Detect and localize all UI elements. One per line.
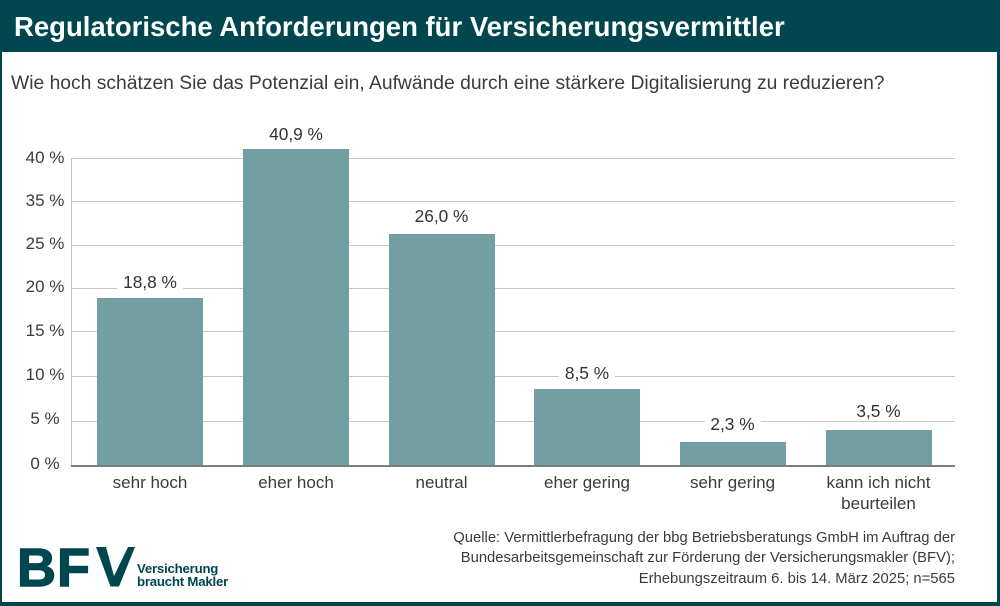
svg-text:BF: BF	[17, 542, 91, 588]
